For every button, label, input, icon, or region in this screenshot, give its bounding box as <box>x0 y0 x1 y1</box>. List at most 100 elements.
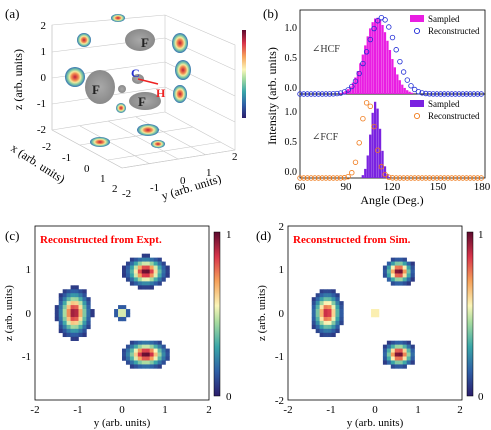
heatmap-cell <box>153 273 158 278</box>
heatmap-cell <box>335 297 340 302</box>
heatmap-cell <box>153 352 158 357</box>
panel-b-bottom-tag: ∠FCF <box>312 132 339 143</box>
x-tick-label: 0 <box>84 163 90 175</box>
panel-b-top-legend: Sampled Reconstructed <box>410 14 480 36</box>
histogram-bar <box>371 112 374 178</box>
y-tick-label: 0.0 <box>285 167 298 178</box>
heatmap-cell <box>74 297 79 302</box>
reconstructed-point <box>400 69 407 75</box>
heatmap-cell <box>335 313 340 318</box>
x-tick-label: 60 <box>295 181 307 193</box>
histogram-bar <box>411 92 414 94</box>
reconstructed-point <box>349 170 355 176</box>
heatmap-cell <box>331 297 336 302</box>
reconstructed-point <box>393 175 399 181</box>
z-tick-label: -1 <box>37 98 46 110</box>
heatmap-cell <box>402 265 407 270</box>
heatmap-cell <box>394 269 400 274</box>
heatmap-cell <box>398 352 403 357</box>
heatmap-cell <box>319 301 324 306</box>
heatmap-cell <box>402 360 407 365</box>
heatmap-cell <box>125 356 131 361</box>
heatmap-cell <box>390 360 396 365</box>
heatmap-cell <box>398 269 403 274</box>
heatmap-cell <box>315 316 320 322</box>
histogram-bar <box>408 91 411 94</box>
heatmap-cell <box>157 257 162 262</box>
heatmap-cell <box>137 277 143 282</box>
heatmap-cell <box>406 348 411 353</box>
y-tick-label: 0 <box>180 175 186 187</box>
heatmap-cell <box>141 348 147 353</box>
heatmap-cell <box>394 265 400 270</box>
heatmap-cell <box>382 269 388 274</box>
heatmap-cell <box>149 356 154 361</box>
projection-blob <box>172 33 188 53</box>
heatmap-cell <box>315 305 320 310</box>
heatmap-cell <box>157 344 162 349</box>
heatmap-cell <box>149 277 154 282</box>
heatmap-cell <box>327 316 332 322</box>
heatmap-cell <box>394 273 400 278</box>
x-tick-label: -1 <box>326 404 335 416</box>
heatmap-cell <box>398 340 403 345</box>
heatmap-cell <box>78 313 83 318</box>
reconstructed-point <box>352 159 359 165</box>
heatmap-cell <box>327 293 332 298</box>
heatmap-cell <box>82 289 87 294</box>
heatmap-cell <box>319 305 324 310</box>
heatmap-cell <box>82 305 87 310</box>
y-tick-label: 1 <box>26 264 32 276</box>
reconstructed-point <box>338 175 344 181</box>
heatmap-cell <box>161 348 166 353</box>
heatmap-cell <box>375 309 380 314</box>
projection-blob <box>111 14 125 22</box>
heatmap-cell <box>382 265 388 270</box>
heatmap-cell <box>390 273 396 278</box>
heatmap-cell <box>82 293 87 298</box>
panel-a: (a) 2 1 0 -1 -2 <box>5 6 246 203</box>
panel-a-y-ticks: -2 -1 0 1 2 <box>122 151 238 200</box>
heatmap-cell <box>311 313 316 318</box>
projection-blob <box>137 124 159 136</box>
heatmap-cell <box>153 356 158 361</box>
heatmap-cell <box>70 289 75 294</box>
reconstructed-point <box>397 175 403 181</box>
x-tick-label: 0 <box>372 404 378 416</box>
panel-b-x-ticks: 60 90 120 150 180 <box>295 181 491 193</box>
histogram-bar <box>366 36 369 94</box>
reconstructed-point <box>352 78 359 84</box>
reconstructed-point <box>312 175 318 181</box>
heatmap-cell <box>410 269 415 274</box>
heatmap-cell <box>331 324 336 330</box>
heatmap-cell <box>66 301 71 306</box>
heatmap-cell <box>398 281 403 286</box>
heatmap-cell <box>54 305 60 310</box>
projection-blob <box>173 85 187 103</box>
heatmap-cell <box>82 313 87 318</box>
histogram-bar <box>393 67 396 94</box>
heatmap-cell <box>78 332 83 338</box>
heatmap-cell <box>315 293 320 298</box>
x-tick-label: -1 <box>62 152 71 164</box>
heatmap-cell <box>141 360 147 365</box>
heatmap-cell <box>157 352 162 357</box>
panel-b-bottom-y-ticks: 1.0 0.5 0.0 <box>285 107 298 178</box>
histogram-bar <box>381 24 384 95</box>
heatmap-cell <box>165 352 170 357</box>
panel-d-label: (d) <box>256 228 271 243</box>
heatmap-cell <box>165 273 170 278</box>
panel-a-atoms: F F F C H <box>85 29 166 110</box>
ch-bond <box>137 78 159 85</box>
heatmap-cell <box>323 328 328 334</box>
heatmap-cell <box>149 344 154 349</box>
reconstructed-point <box>356 70 362 77</box>
heatmap-cell <box>161 356 166 361</box>
heatmap-cell <box>137 265 143 270</box>
panel-d-ylabel: z (arb. units) <box>256 285 268 341</box>
heatmap-cell <box>410 273 415 278</box>
x-tick-label: 90 <box>341 181 353 193</box>
heatmap-cell <box>335 309 340 314</box>
heatmap-cell <box>327 297 332 302</box>
heatmap-cell <box>323 320 328 326</box>
